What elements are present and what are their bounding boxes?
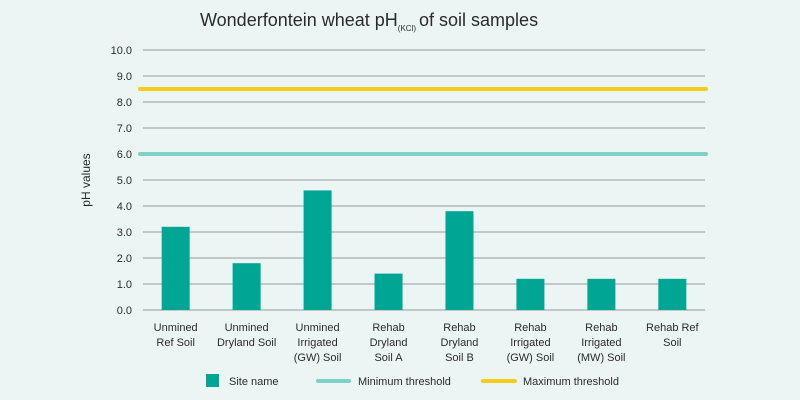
x-tick-label: Rehab Ref (646, 322, 700, 334)
chart-title-main: Wonderfontein wheat pH (200, 10, 398, 30)
bar (303, 190, 332, 310)
y-tick-label: 9.0 (117, 71, 132, 83)
y-axis-label: pH values (79, 153, 93, 206)
x-tick-label: Irrigated (581, 337, 621, 349)
bar (587, 278, 616, 310)
x-tick-label: Dryland (441, 337, 479, 349)
threshold-layer (138, 87, 708, 156)
x-tick-label: Unmined (296, 322, 340, 334)
x-tick-label: (GW) Soil (294, 352, 342, 364)
x-tick-label: (GW) Soil (507, 352, 555, 364)
y-tick-label: 7.0 (117, 123, 132, 135)
x-tick-label: (MW) Soil (577, 352, 625, 364)
y-tick-label: 2.0 (117, 253, 132, 265)
chart-title-rest: of soil samples (419, 10, 539, 30)
chart-title-subscript: (KCl) (397, 24, 417, 33)
x-tick-label: Unmined (225, 322, 269, 334)
bar (445, 211, 474, 310)
y-tick-label: 5.0 (117, 175, 132, 187)
x-tick-label: Rehab (443, 322, 475, 334)
bar (232, 263, 261, 310)
legend-swatch-bar (206, 374, 219, 387)
y-tick-label: 3.0 (117, 227, 132, 239)
grid-layer: 0.0 1.0 2.0 3.0 4.0 5.0 6.0 7.0 8.0 9.0 10.0 (111, 45, 705, 317)
x-tick-label: Soil B (445, 352, 474, 364)
x-tick-label: Soil A (374, 352, 403, 364)
y-tick-label: 6.0 (117, 149, 132, 161)
legend-label: Maximum threshold (523, 376, 619, 388)
chart-title: Wonderfontein wheat pH(KCl) of soil sampl… (200, 10, 539, 33)
x-tick-label: Rehab (514, 322, 546, 334)
y-tick-label: 1.0 (117, 279, 132, 291)
legend: Site name Minimum threshold Maximum thresh… (206, 374, 619, 388)
legend-label: Site name (229, 376, 279, 388)
bar (658, 278, 687, 310)
y-tick-label: 10.0 (111, 45, 132, 57)
x-tick-label: Ref Soil (156, 337, 195, 349)
x-tick-label: Dryland Soil (217, 337, 276, 349)
bar (516, 278, 545, 310)
label-layer: Unmined Ref Soil Unmined Dryland Soil Unmine… (154, 322, 700, 364)
x-tick-label: Soil (663, 337, 681, 349)
x-tick-label: Rehab (372, 322, 404, 334)
x-tick-label: Irrigated (510, 337, 550, 349)
bar (374, 273, 403, 310)
bar-layer (161, 190, 687, 310)
x-tick-label: Irrigated (297, 337, 337, 349)
x-tick-label: Rehab (585, 322, 617, 334)
y-tick-label: 8.0 (117, 97, 132, 109)
legend-label: Minimum threshold (358, 376, 451, 388)
bar (161, 226, 190, 310)
y-tick-label: 0.0 (117, 305, 132, 317)
y-tick-label: 4.0 (117, 201, 132, 213)
x-tick-label: Dryland (370, 337, 408, 349)
x-tick-label: Unmined (154, 322, 198, 334)
